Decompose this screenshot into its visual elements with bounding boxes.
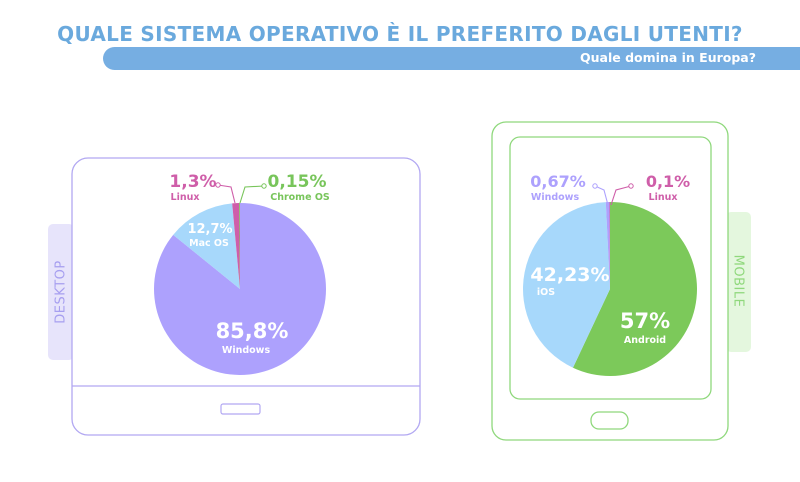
mobile-slice-linux — [609, 201, 610, 289]
desktop-side-tab — [48, 224, 74, 360]
mobile-home-button — [590, 411, 629, 430]
page-subtitle: Quale domina in Europa? — [580, 50, 756, 65]
mobile-linux-callout: 0,1% Linux — [610, 172, 690, 206]
mobile-linux-leader-dot — [628, 183, 634, 189]
subtitle-bar: Quale domina in Europa? — [103, 47, 800, 70]
desktop-linux-leader — [217, 184, 236, 204]
desktop-chromeos-callout: 0,15% Chrome OS — [239, 172, 330, 204]
desktop-windows-value: 85,8% — [216, 319, 289, 343]
desktop-slice-mac-os — [173, 203, 240, 289]
desktop-chromeos-value: 0,15% — [268, 172, 327, 192]
desktop-slice-linux — [232, 203, 240, 289]
mobile-slice-windows — [605, 202, 610, 289]
desktop-linux-value: 1,3% — [169, 172, 216, 192]
mobile-side-tab — [726, 212, 751, 352]
desktop-linux-leader-dot — [215, 182, 221, 188]
mobile-pie-chart — [522, 201, 698, 377]
mobile-slice-ios — [522, 202, 610, 368]
desktop-chromeos-leader — [239, 185, 265, 204]
desktop-linux-callout: 1,3% Linux — [169, 172, 236, 204]
mobile-windows-value: 0,67% — [530, 172, 586, 191]
mobile-windows-name: Windows — [531, 192, 580, 203]
mobile-windows-callout: 0,67% Windows — [530, 172, 609, 206]
desktop-chromeos-leader-dot — [261, 183, 267, 189]
desktop-macos-value: 12,7% — [187, 222, 232, 237]
mobile-windows-leader-dot — [592, 183, 598, 189]
desktop-home-button — [220, 403, 261, 415]
desktop-windows-name: Windows — [222, 345, 271, 356]
desktop-chromeos-name: Chrome OS — [270, 192, 330, 203]
mobile-linux-value: 0,1% — [646, 172, 690, 191]
mobile-android-name: Android — [624, 335, 666, 346]
mobile-slice-android — [572, 202, 698, 377]
desktop-macos-name: Mac OS — [189, 238, 229, 249]
desktop-linux-name: Linux — [171, 192, 200, 203]
mobile-android-value: 57% — [620, 309, 670, 333]
mobile-ios-value: 42,23% — [530, 264, 609, 286]
mobile-ios-name: iOS — [537, 287, 555, 298]
desktop-slice-windows — [154, 203, 327, 375]
page-title: QUALE SISTEMA OPERATIVO È IL PREFERITO D… — [57, 22, 743, 46]
mobile-linux-leader — [610, 185, 632, 206]
desktop-label: DESKTOP — [54, 260, 69, 324]
mobile-windows-leader — [594, 185, 609, 206]
desktop-slice-chrome-os — [239, 202, 240, 289]
mobile-linux-name: Linux — [649, 192, 678, 203]
desktop-pie-chart — [154, 202, 327, 375]
mobile-label: MOBILE — [731, 255, 746, 308]
